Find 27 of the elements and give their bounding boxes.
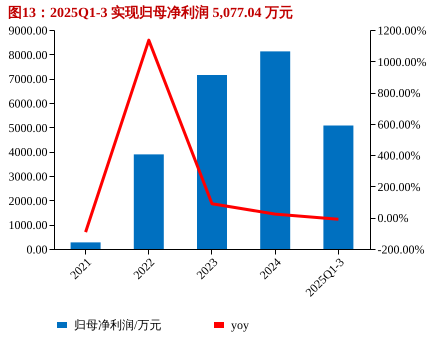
y2-tick-label: 400.00% [378,148,420,163]
y-tick-label: 5000.00 [8,120,48,135]
line-series [84,38,340,234]
legend-label: yoy [231,318,249,332]
bar [323,125,354,249]
y2-tick-label: 0.00% [378,211,408,226]
y2-tick-label: 1200.00% [378,24,426,38]
legend-label: 归母净利润/万元 [74,318,162,332]
bar [134,154,164,249]
y2-tick-label: 800.00% [378,86,420,100]
y-tick-label: 9000.00 [8,24,48,38]
y-tick-label: 1000.00 [8,218,48,232]
y2-tick-label: 1000.00% [378,54,426,69]
bar [260,51,290,249]
y-tick-label: 0.00 [26,242,48,256]
y-tick-label: 4000.00 [8,145,48,160]
chart-title: 图13：2025Q1-3 实现归母净利润 5,077.04 万元 [8,4,294,21]
y-tick-label: 3000.00 [8,170,48,184]
bar [197,75,227,249]
y2-tick-label: 200.00% [378,180,420,194]
y-tick-label: 7000.00 [8,72,48,86]
bar [70,242,101,249]
y-tick-label: 2000.00 [8,194,48,208]
y2-tick-label: 600.00% [378,117,420,132]
y2-tick-label: -200.00% [378,242,424,256]
y-tick-label: 6000.00 [8,96,48,110]
y-tick-label: 8000.00 [8,48,48,62]
